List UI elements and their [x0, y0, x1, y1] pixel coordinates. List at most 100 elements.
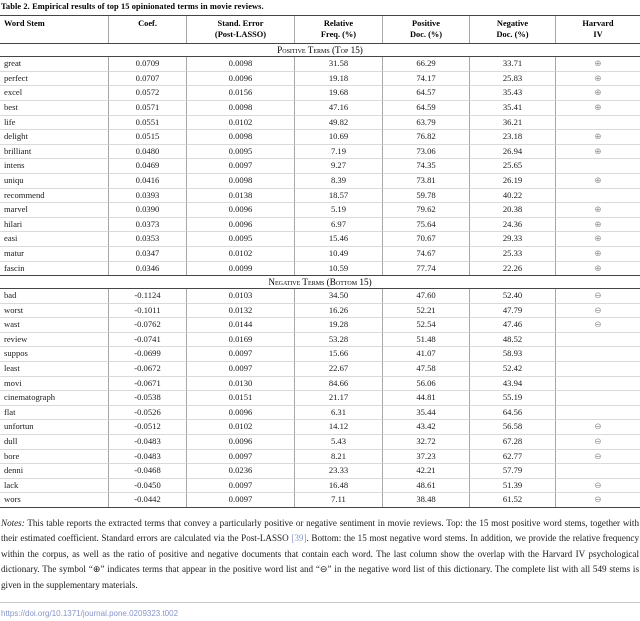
- harvard-iv-cell: ⊕: [555, 261, 640, 276]
- harvard-iv-cell: [555, 376, 640, 392]
- table-row: movi -0.0671 0.0130 84.66 56.06 43.94: [0, 376, 640, 392]
- value-cell: 70.67: [382, 232, 469, 247]
- harvard-iv-cell: ⊕: [555, 246, 640, 262]
- value-cell: 10.69: [294, 130, 382, 145]
- word-stem-cell: lack: [0, 479, 108, 494]
- value-cell: 51.39: [469, 478, 555, 494]
- value-cell: 0.0346: [108, 261, 186, 276]
- value-cell: 7.19: [294, 144, 382, 160]
- value-cell: 0.0096: [186, 217, 294, 233]
- notes-divider: [0, 602, 640, 604]
- table-row: suppos -0.0699 0.0097 15.66 41.07 58.93: [0, 347, 640, 363]
- harvard-iv-cell: ⊖: [555, 449, 640, 465]
- value-cell: 0.0095: [186, 144, 294, 160]
- value-cell: 47.58: [382, 362, 469, 377]
- value-cell: 0.0138: [186, 188, 294, 204]
- value-cell: 73.06: [382, 144, 469, 160]
- word-stem-cell: unfortun: [0, 420, 108, 436]
- value-cell: 52.54: [382, 318, 469, 333]
- word-stem-cell: suppos: [0, 347, 108, 363]
- value-cell: 29.33: [469, 232, 555, 247]
- word-stem-cell: excel: [0, 86, 108, 101]
- harvard-iv-cell: [555, 115, 640, 131]
- harvard-iv-cell: ⊕: [555, 57, 640, 72]
- value-cell: 0.0416: [108, 173, 186, 189]
- table-row: marvel 0.0390 0.0096 5.19 79.62 20.38 ⊕: [0, 203, 640, 218]
- value-cell: 0.0353: [108, 232, 186, 247]
- word-stem-cell: recommend: [0, 189, 108, 204]
- value-cell: 0.0169: [186, 332, 294, 348]
- word-stem-cell: delight: [0, 130, 108, 145]
- value-cell: 5.19: [294, 203, 382, 218]
- value-cell: 21.17: [294, 391, 382, 406]
- doi-link[interactable]: https://doi.org/10.1371/journal.pone.020…: [1, 609, 179, 619]
- table-row: least -0.0672 0.0097 22.67 47.58 52.42: [0, 362, 640, 377]
- value-cell: 0.0480: [108, 144, 186, 160]
- value-cell: 62.77: [469, 449, 555, 465]
- value-cell: 15.46: [294, 232, 382, 247]
- harvard-iv-cell: ⊕: [555, 232, 640, 247]
- harvard-iv-cell: [555, 159, 640, 174]
- value-cell: 75.64: [382, 217, 469, 233]
- value-cell: 7.11: [294, 493, 382, 507]
- value-cell: 35.43: [469, 86, 555, 101]
- value-cell: 74.35: [382, 159, 469, 174]
- table-row: cinematograph -0.0538 0.0151 21.17 44.81 55.1…: [0, 391, 640, 406]
- value-cell: 0.0156: [186, 86, 294, 101]
- value-cell: 41.07: [382, 347, 469, 363]
- value-cell: 36.21: [469, 115, 555, 131]
- value-cell: 40.22: [469, 188, 555, 204]
- value-cell: 74.17: [382, 71, 469, 87]
- harvard-iv-cell: [555, 405, 640, 421]
- value-cell: 19.28: [294, 318, 382, 333]
- value-cell: 74.67: [382, 246, 469, 262]
- value-cell: 0.0097: [186, 159, 294, 174]
- table-row: hilari 0.0373 0.0096 6.97 75.64 24.36 ⊕: [0, 217, 640, 233]
- word-stem-cell: intens: [0, 159, 108, 174]
- reference-link[interactable]: [39]: [291, 533, 307, 544]
- word-stem-cell: movi: [0, 377, 108, 392]
- col-header-word-stem: Word Stem: [4, 19, 45, 28]
- value-cell: 0.0572: [108, 86, 186, 101]
- value-cell: 0.0373: [108, 217, 186, 233]
- value-cell: 47.46: [469, 318, 555, 333]
- value-cell: 16.48: [294, 478, 382, 494]
- value-cell: 0.0095: [186, 232, 294, 247]
- value-cell: 52.21: [382, 303, 469, 319]
- table-row: bad -0.1124 0.0103 34.50 47.60 52.40 ⊖: [0, 289, 640, 304]
- value-cell: 52.42: [469, 362, 555, 377]
- value-cell: 0.0102: [186, 420, 294, 436]
- value-cell: 18.57: [294, 188, 382, 204]
- table-row: dull -0.0483 0.0096 5.43 32.72 67.28 ⊖: [0, 435, 640, 450]
- value-cell: 0.0098: [186, 57, 294, 72]
- value-cell: 9.27: [294, 159, 382, 174]
- value-cell: -0.0672: [108, 362, 186, 377]
- table-header-row: Word Stem Coef. Stand. Error (Post-LASSO…: [0, 16, 640, 44]
- harvard-iv-cell: ⊕: [555, 71, 640, 87]
- value-cell: 0.0097: [186, 478, 294, 494]
- word-stem-cell: flat: [0, 406, 108, 421]
- value-cell: 53.28: [294, 332, 382, 348]
- table-row: fascin 0.0346 0.0099 10.59 77.74 22.26 ⊕: [0, 261, 640, 276]
- value-cell: 64.57: [382, 86, 469, 101]
- value-cell: 59.78: [382, 188, 469, 204]
- harvard-iv-cell: ⊖: [555, 289, 640, 304]
- word-stem-cell: hilari: [0, 218, 108, 233]
- table-row: great 0.0709 0.0098 31.58 66.29 33.71 ⊕: [0, 57, 640, 72]
- value-cell: 34.50: [294, 289, 382, 304]
- harvard-iv-cell: ⊖: [555, 478, 640, 494]
- value-cell: 77.74: [382, 261, 469, 276]
- table-row: perfect 0.0707 0.0096 19.18 74.17 25.83 ⊕: [0, 71, 640, 87]
- section-header-row: Positive Terms (Top 15): [0, 43, 640, 58]
- value-cell: 49.82: [294, 115, 382, 131]
- value-cell: 22.67: [294, 362, 382, 377]
- value-cell: 0.0347: [108, 246, 186, 262]
- harvard-iv-cell: ⊕: [555, 203, 640, 218]
- value-cell: 31.58: [294, 57, 382, 72]
- harvard-iv-cell: ⊖: [555, 318, 640, 333]
- table-row: life 0.0551 0.0102 49.82 63.79 36.21: [0, 115, 640, 131]
- value-cell: 76.82: [382, 130, 469, 145]
- value-cell: 58.93: [469, 347, 555, 363]
- value-cell: 0.0098: [186, 100, 294, 116]
- value-cell: 23.33: [294, 464, 382, 479]
